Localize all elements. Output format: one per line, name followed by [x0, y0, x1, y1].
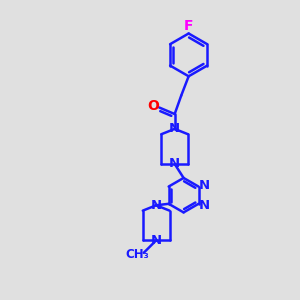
Text: N: N	[198, 199, 209, 212]
Text: N: N	[198, 178, 209, 192]
Text: F: F	[184, 19, 194, 33]
Text: O: O	[147, 99, 159, 113]
Text: N: N	[169, 122, 180, 135]
Text: N: N	[169, 158, 180, 170]
Text: N: N	[151, 234, 162, 247]
Text: CH₃: CH₃	[125, 248, 149, 261]
Text: N: N	[151, 199, 162, 212]
